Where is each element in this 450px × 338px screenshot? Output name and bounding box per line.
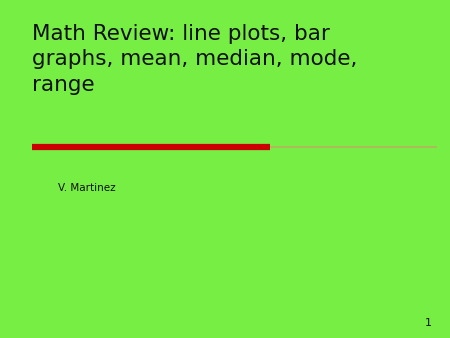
- Text: 1: 1: [425, 318, 432, 328]
- Text: Math Review: line plots, bar
graphs, mean, median, mode,
range: Math Review: line plots, bar graphs, mea…: [32, 24, 357, 95]
- Text: V. Martinez: V. Martinez: [58, 183, 116, 193]
